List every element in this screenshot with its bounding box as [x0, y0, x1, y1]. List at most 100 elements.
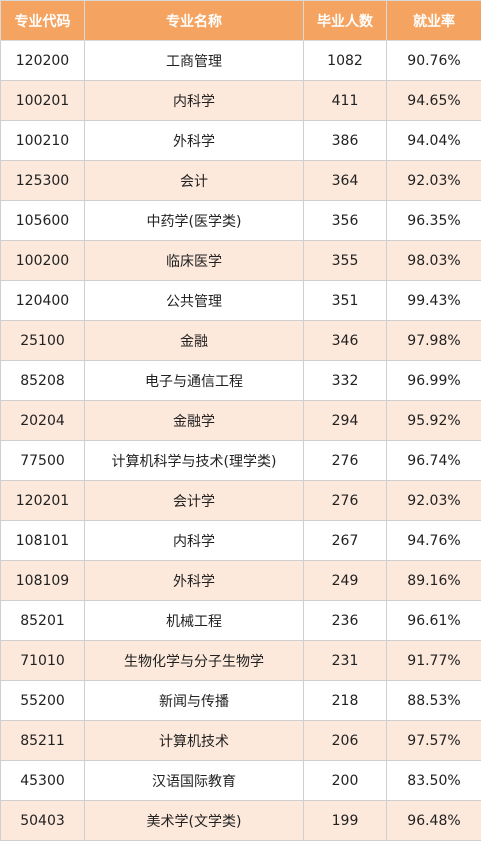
name-cell: 外科学: [84, 120, 304, 161]
rate-cell: 99.43%: [386, 280, 481, 321]
table-row[interactable]: 50403 美术学(文学类) 199 96.48%: [0, 800, 481, 841]
rate-cell: 90.76%: [386, 40, 481, 81]
name-cell: 外科学: [84, 560, 304, 601]
table-row[interactable]: 25100 金融 346 97.98%: [0, 320, 481, 361]
name-cell: 内科学: [84, 80, 304, 121]
rate-cell: 88.53%: [386, 680, 481, 721]
name-cell: 生物化学与分子生物学: [84, 640, 304, 681]
name-cell: 美术学(文学类): [84, 800, 304, 841]
code-cell: 108101: [0, 520, 85, 561]
code-cell: 108109: [0, 560, 85, 601]
name-cell: 会计: [84, 160, 304, 201]
rate-cell: 98.03%: [386, 240, 481, 281]
rate-cell: 83.50%: [386, 760, 481, 801]
code-cell: 85208: [0, 360, 85, 401]
count-cell: 346: [303, 320, 387, 361]
table-row[interactable]: 85211 计算机技术 206 97.57%: [0, 720, 481, 761]
table-row[interactable]: 71010 生物化学与分子生物学 231 91.77%: [0, 640, 481, 681]
name-cell: 机械工程: [84, 600, 304, 641]
table-row[interactable]: 20204 金融学 294 95.92%: [0, 400, 481, 441]
rate-cell: 91.77%: [386, 640, 481, 681]
code-cell: 20204: [0, 400, 85, 441]
table-row[interactable]: 108109 外科学 249 89.16%: [0, 560, 481, 601]
rate-cell: 96.74%: [386, 440, 481, 481]
rate-cell: 92.03%: [386, 160, 481, 201]
count-cell: 411: [303, 80, 387, 121]
count-cell: 276: [303, 480, 387, 521]
rate-cell: 96.99%: [386, 360, 481, 401]
name-cell: 会计学: [84, 480, 304, 521]
code-cell: 120200: [0, 40, 85, 81]
count-cell: 355: [303, 240, 387, 281]
table-row[interactable]: 55200 新闻与传播 218 88.53%: [0, 680, 481, 721]
count-cell: 332: [303, 360, 387, 401]
count-cell: 249: [303, 560, 387, 601]
code-cell: 100201: [0, 80, 85, 121]
code-cell: 105600: [0, 200, 85, 241]
code-cell: 25100: [0, 320, 85, 361]
name-cell: 公共管理: [84, 280, 304, 321]
count-cell: 1082: [303, 40, 387, 81]
name-cell: 中药学(医学类): [84, 200, 304, 241]
name-cell: 金融学: [84, 400, 304, 441]
table-row[interactable]: 45300 汉语国际教育 200 83.50%: [0, 760, 481, 801]
rate-cell: 96.35%: [386, 200, 481, 241]
rate-cell: 97.98%: [386, 320, 481, 361]
count-cell: 386: [303, 120, 387, 161]
count-cell: 267: [303, 520, 387, 561]
table-row[interactable]: 100210 外科学 386 94.04%: [0, 120, 481, 161]
rate-cell: 89.16%: [386, 560, 481, 601]
count-cell: 218: [303, 680, 387, 721]
header-rate[interactable]: 就业率: [386, 0, 481, 41]
count-cell: 206: [303, 720, 387, 761]
header-code[interactable]: 专业代码: [0, 0, 85, 41]
table-row[interactable]: 120201 会计学 276 92.03%: [0, 480, 481, 521]
header-count[interactable]: 毕业人数: [303, 0, 387, 41]
table-row[interactable]: 120200 工商管理 1082 90.76%: [0, 40, 481, 81]
table-row[interactable]: 120400 公共管理 351 99.43%: [0, 280, 481, 321]
table-row[interactable]: 108101 内科学 267 94.76%: [0, 520, 481, 561]
table-row[interactable]: 100201 内科学 411 94.65%: [0, 80, 481, 121]
table-row[interactable]: 125300 会计 364 92.03%: [0, 160, 481, 201]
table-row[interactable]: 85208 电子与通信工程 332 96.99%: [0, 360, 481, 401]
rate-cell: 94.76%: [386, 520, 481, 561]
rate-cell: 97.57%: [386, 720, 481, 761]
code-cell: 125300: [0, 160, 85, 201]
count-cell: 351: [303, 280, 387, 321]
code-cell: 100210: [0, 120, 85, 161]
code-cell: 55200: [0, 680, 85, 721]
table-header-row: 专业代码 专业名称 毕业人数 就业率: [0, 0, 481, 41]
name-cell: 计算机科学与技术(理学类): [84, 440, 304, 481]
code-cell: 85201: [0, 600, 85, 641]
count-cell: 199: [303, 800, 387, 841]
rate-cell: 94.65%: [386, 80, 481, 121]
count-cell: 231: [303, 640, 387, 681]
rate-cell: 96.48%: [386, 800, 481, 841]
name-cell: 计算机技术: [84, 720, 304, 761]
rate-cell: 95.92%: [386, 400, 481, 441]
name-cell: 新闻与传播: [84, 680, 304, 721]
name-cell: 汉语国际教育: [84, 760, 304, 801]
count-cell: 236: [303, 600, 387, 641]
rate-cell: 96.61%: [386, 600, 481, 641]
count-cell: 364: [303, 160, 387, 201]
code-cell: 100200: [0, 240, 85, 281]
name-cell: 工商管理: [84, 40, 304, 81]
code-cell: 71010: [0, 640, 85, 681]
table-row[interactable]: 100200 临床医学 355 98.03%: [0, 240, 481, 281]
count-cell: 276: [303, 440, 387, 481]
count-cell: 356: [303, 200, 387, 241]
table-row[interactable]: 85201 机械工程 236 96.61%: [0, 600, 481, 641]
code-cell: 120400: [0, 280, 85, 321]
rate-cell: 92.03%: [386, 480, 481, 521]
rate-cell: 94.04%: [386, 120, 481, 161]
count-cell: 200: [303, 760, 387, 801]
name-cell: 金融: [84, 320, 304, 361]
name-cell: 电子与通信工程: [84, 360, 304, 401]
table-row[interactable]: 77500 计算机科学与技术(理学类) 276 96.74%: [0, 440, 481, 481]
table-row[interactable]: 105600 中药学(医学类) 356 96.35%: [0, 200, 481, 241]
name-cell: 临床医学: [84, 240, 304, 281]
name-cell: 内科学: [84, 520, 304, 561]
header-name[interactable]: 专业名称: [84, 0, 304, 41]
